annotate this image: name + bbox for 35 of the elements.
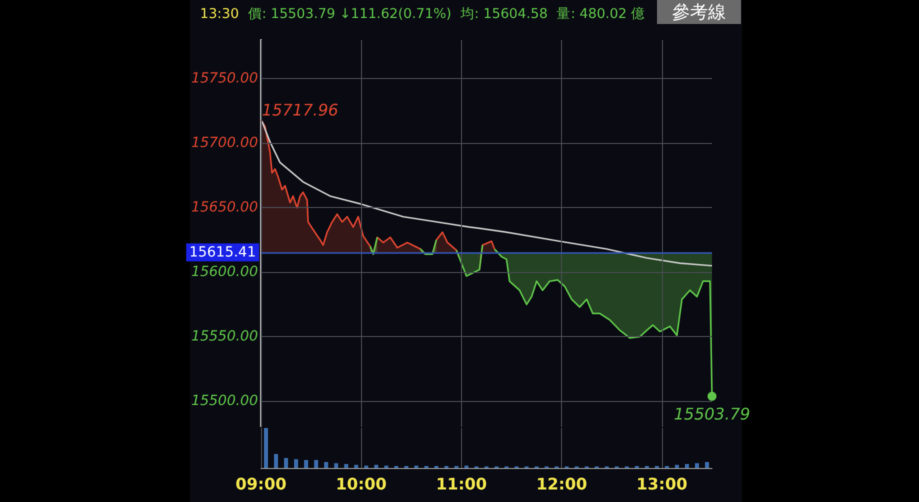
annotation: 15503.79 xyxy=(674,404,750,424)
annotation: 15717.96 xyxy=(262,100,338,120)
bar xyxy=(314,460,318,468)
y-tick-label: 15550.00 xyxy=(191,328,258,345)
x-tick-label: 11:00 xyxy=(436,474,487,494)
bar xyxy=(354,464,358,468)
line-series xyxy=(261,120,713,267)
text: 均: 15604.58 xyxy=(460,5,548,23)
text: 13:30 xyxy=(200,6,239,22)
bar xyxy=(704,462,709,468)
bar xyxy=(334,463,338,468)
y-tick-label: 15600.00 xyxy=(191,264,258,280)
bar xyxy=(374,464,378,468)
bar xyxy=(274,454,278,468)
reference-button: 參考線 xyxy=(657,0,741,24)
y-tick-label: 15650.00 xyxy=(191,200,258,216)
bar xyxy=(304,460,308,468)
x-tick-label: 09:00 xyxy=(236,474,286,494)
text: 價: 15503.79 ↓111.62(0.71%) xyxy=(248,5,452,23)
bar xyxy=(294,459,298,468)
text: 量: 480.02 億 xyxy=(556,5,646,23)
y-tick-label: 15700.00 xyxy=(191,135,258,152)
bar xyxy=(694,463,699,468)
x-tick-label: 10:00 xyxy=(336,474,387,494)
bar xyxy=(284,458,288,468)
y-tick-label: 15750.00 xyxy=(191,70,258,87)
x-tick-label: 12:00 xyxy=(536,474,588,494)
ref-line-label: 15615.41 xyxy=(189,244,256,260)
bar xyxy=(264,428,268,468)
bar xyxy=(684,464,689,468)
bar xyxy=(674,464,679,468)
x-tick-label: 13:00 xyxy=(636,474,688,494)
bar xyxy=(324,462,328,468)
bar xyxy=(344,464,348,468)
y-tick-label: 15500.00 xyxy=(191,393,258,410)
